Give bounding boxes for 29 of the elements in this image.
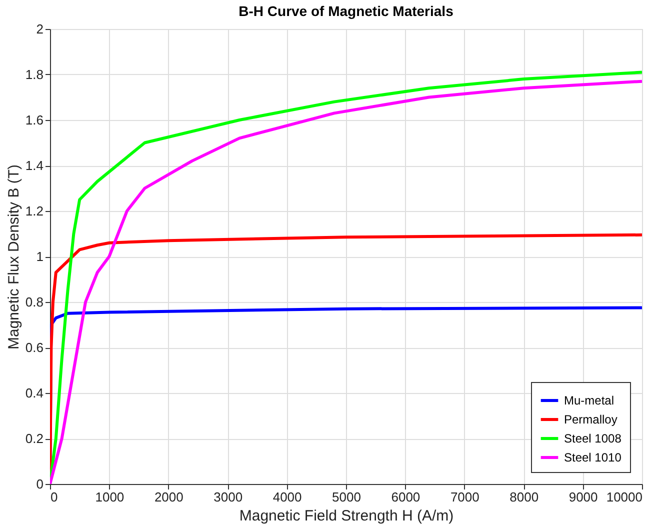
x-tick-label: 10000: [606, 490, 642, 504]
x-tick-label: 7000: [450, 490, 480, 504]
y-axis-title: Magnetic Flux Density B (T): [5, 164, 22, 350]
x-tick-label: 8000: [510, 490, 539, 504]
x-tick-label: 3000: [214, 490, 243, 504]
x-tick-label: 1000: [95, 490, 124, 504]
y-tick-label: 0.2: [25, 431, 44, 446]
legend-label: Steel 1008: [564, 432, 622, 446]
x-tick-label: 6000: [391, 490, 420, 504]
x-tick-label: 0: [50, 490, 58, 504]
y-tick-label: 0.8: [25, 294, 44, 310]
x-tick-label: 4000: [272, 490, 302, 504]
x-tick-label: 2000: [154, 490, 184, 504]
x-axis-title: Magnetic Field Strength H (A/m): [239, 508, 454, 524]
y-tick-label: 1: [36, 249, 44, 264]
y-tick-label: 1.2: [25, 204, 44, 218]
x-tick-label: 5000: [332, 490, 361, 504]
legend-label: Mu-metal: [564, 394, 614, 408]
y-tick-label: 2: [36, 22, 44, 36]
legend-label: Permalloy: [564, 412, 618, 426]
x-tick-label: 9000: [568, 490, 598, 504]
y-tick-label: 1.8: [25, 67, 44, 82]
legend-label: Steel 1010: [564, 450, 622, 464]
y-tick-label: 0.4: [25, 386, 44, 400]
y-tick-label: 0: [36, 476, 44, 492]
y-tick-label: 1.6: [25, 112, 44, 128]
y-tick-label: 0.6: [25, 340, 44, 355]
y-tick-label: 1.4: [25, 158, 44, 173]
chart-title: B-H Curve of Magnetic Materials: [238, 3, 454, 19]
